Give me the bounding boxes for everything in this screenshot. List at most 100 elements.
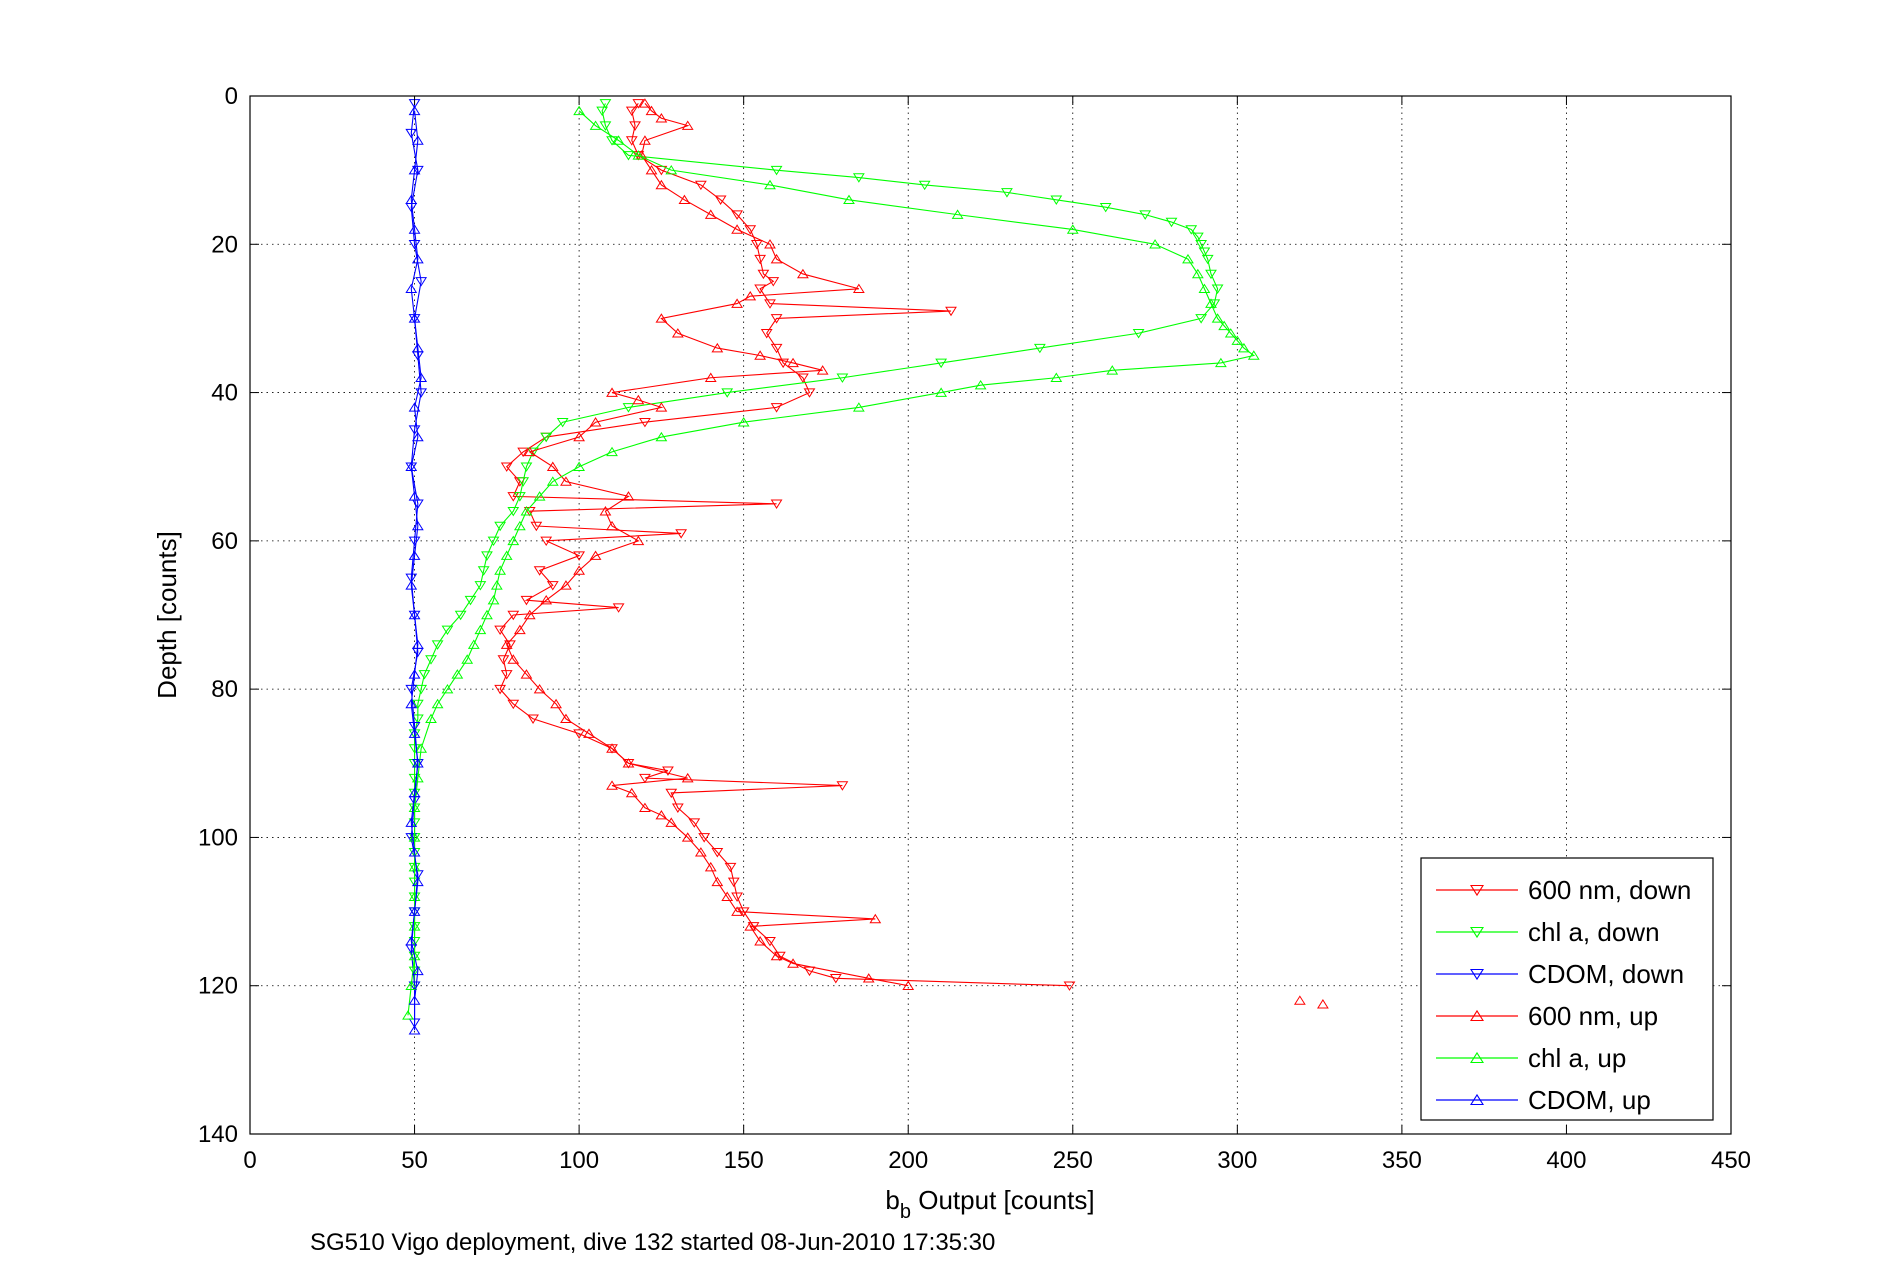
data-point bbox=[770, 343, 783, 354]
series-600-nm-up bbox=[500, 98, 1329, 1009]
data-point bbox=[852, 283, 865, 294]
data-point bbox=[737, 417, 750, 427]
data-point bbox=[599, 506, 612, 516]
data-point bbox=[530, 521, 543, 532]
data-point bbox=[500, 462, 513, 472]
data-point bbox=[405, 684, 418, 695]
data-point bbox=[629, 121, 641, 131]
data-point bbox=[513, 520, 526, 531]
data-point bbox=[500, 639, 513, 649]
data-point bbox=[1185, 225, 1198, 235]
data-point bbox=[681, 772, 694, 783]
data-point bbox=[665, 817, 678, 827]
legend-marker bbox=[1470, 1009, 1484, 1022]
data-point bbox=[507, 654, 520, 664]
plot-frame bbox=[249, 95, 1732, 1135]
data-point bbox=[675, 529, 688, 539]
data-point bbox=[625, 787, 638, 798]
series-chl-a-up bbox=[402, 105, 1260, 1020]
data-point bbox=[770, 499, 783, 509]
data-point bbox=[540, 594, 553, 605]
data-point bbox=[415, 388, 428, 398]
data-point bbox=[754, 284, 767, 294]
data-point bbox=[764, 299, 776, 309]
legend-marker bbox=[1470, 926, 1484, 939]
data-point bbox=[836, 373, 849, 383]
data-point bbox=[721, 388, 734, 398]
data-point bbox=[1211, 313, 1224, 323]
data-point bbox=[852, 173, 865, 183]
data-point bbox=[405, 580, 418, 590]
data-point bbox=[1063, 981, 1076, 991]
data-point bbox=[754, 936, 767, 946]
data-point bbox=[1293, 995, 1306, 1005]
data-point bbox=[1205, 298, 1217, 308]
chart-caption: SG510 Vigo deployment, dive 132 started … bbox=[310, 1229, 995, 1256]
x-tick-label: 300 bbox=[1217, 1147, 1257, 1174]
data-point bbox=[494, 625, 507, 636]
data-point bbox=[408, 847, 421, 857]
data-point bbox=[606, 520, 618, 531]
data-point bbox=[843, 194, 855, 205]
data-point bbox=[731, 224, 743, 234]
data-point bbox=[533, 566, 546, 576]
data-point bbox=[408, 950, 421, 961]
data-point bbox=[945, 306, 957, 317]
data-point bbox=[431, 640, 444, 650]
data-point bbox=[411, 714, 424, 724]
data-point bbox=[655, 431, 668, 442]
data-point bbox=[757, 269, 770, 280]
legend-entry: 600 nm, up bbox=[1528, 1001, 1658, 1031]
data-point bbox=[688, 818, 701, 828]
data-point bbox=[704, 209, 717, 219]
data-point bbox=[408, 906, 421, 916]
data-point bbox=[411, 165, 424, 176]
data-point bbox=[704, 861, 717, 872]
data-point bbox=[527, 714, 539, 724]
data-point bbox=[1195, 240, 1208, 250]
data-point bbox=[1218, 320, 1231, 331]
data-point bbox=[408, 609, 421, 620]
data-point bbox=[560, 580, 572, 590]
data-point bbox=[408, 861, 421, 872]
data-point bbox=[487, 536, 500, 547]
data-point bbox=[408, 966, 421, 977]
data-point bbox=[606, 743, 618, 753]
data-point bbox=[546, 476, 559, 486]
data-point bbox=[405, 128, 418, 139]
data-point bbox=[415, 277, 428, 287]
data-point bbox=[777, 358, 790, 369]
data-point bbox=[560, 476, 572, 486]
data-point bbox=[606, 387, 618, 397]
data-point bbox=[589, 120, 602, 130]
x-axis: 0 50 100 150 200 250 300 350 400 450 bbox=[243, 96, 1751, 1174]
data-point bbox=[599, 121, 612, 131]
data-point bbox=[405, 461, 418, 471]
data-point bbox=[694, 180, 707, 191]
data-point bbox=[408, 550, 421, 560]
data-point bbox=[408, 787, 421, 798]
data-point bbox=[632, 394, 645, 405]
data-point bbox=[951, 209, 964, 219]
x-axis-label-main: b bbox=[885, 1185, 899, 1215]
data-point bbox=[704, 372, 717, 382]
data-point bbox=[408, 981, 421, 991]
data-point bbox=[1001, 188, 1013, 198]
data-point bbox=[461, 654, 474, 664]
data-point bbox=[645, 164, 658, 175]
data-point bbox=[500, 670, 513, 680]
data-point bbox=[1099, 202, 1112, 213]
legend-marker bbox=[1470, 884, 1484, 897]
data-point bbox=[655, 113, 668, 123]
data-point bbox=[606, 446, 618, 457]
data-point bbox=[411, 758, 424, 768]
data-point bbox=[1231, 335, 1244, 345]
data-point bbox=[513, 624, 526, 635]
data-point bbox=[411, 431, 424, 442]
data-point bbox=[681, 832, 694, 842]
data-point bbox=[533, 683, 546, 694]
data-point bbox=[711, 876, 724, 887]
y-axis-label: Depth [counts] bbox=[152, 531, 182, 699]
data-point bbox=[869, 913, 882, 924]
legend-entry: CDOM, up bbox=[1528, 1085, 1651, 1115]
